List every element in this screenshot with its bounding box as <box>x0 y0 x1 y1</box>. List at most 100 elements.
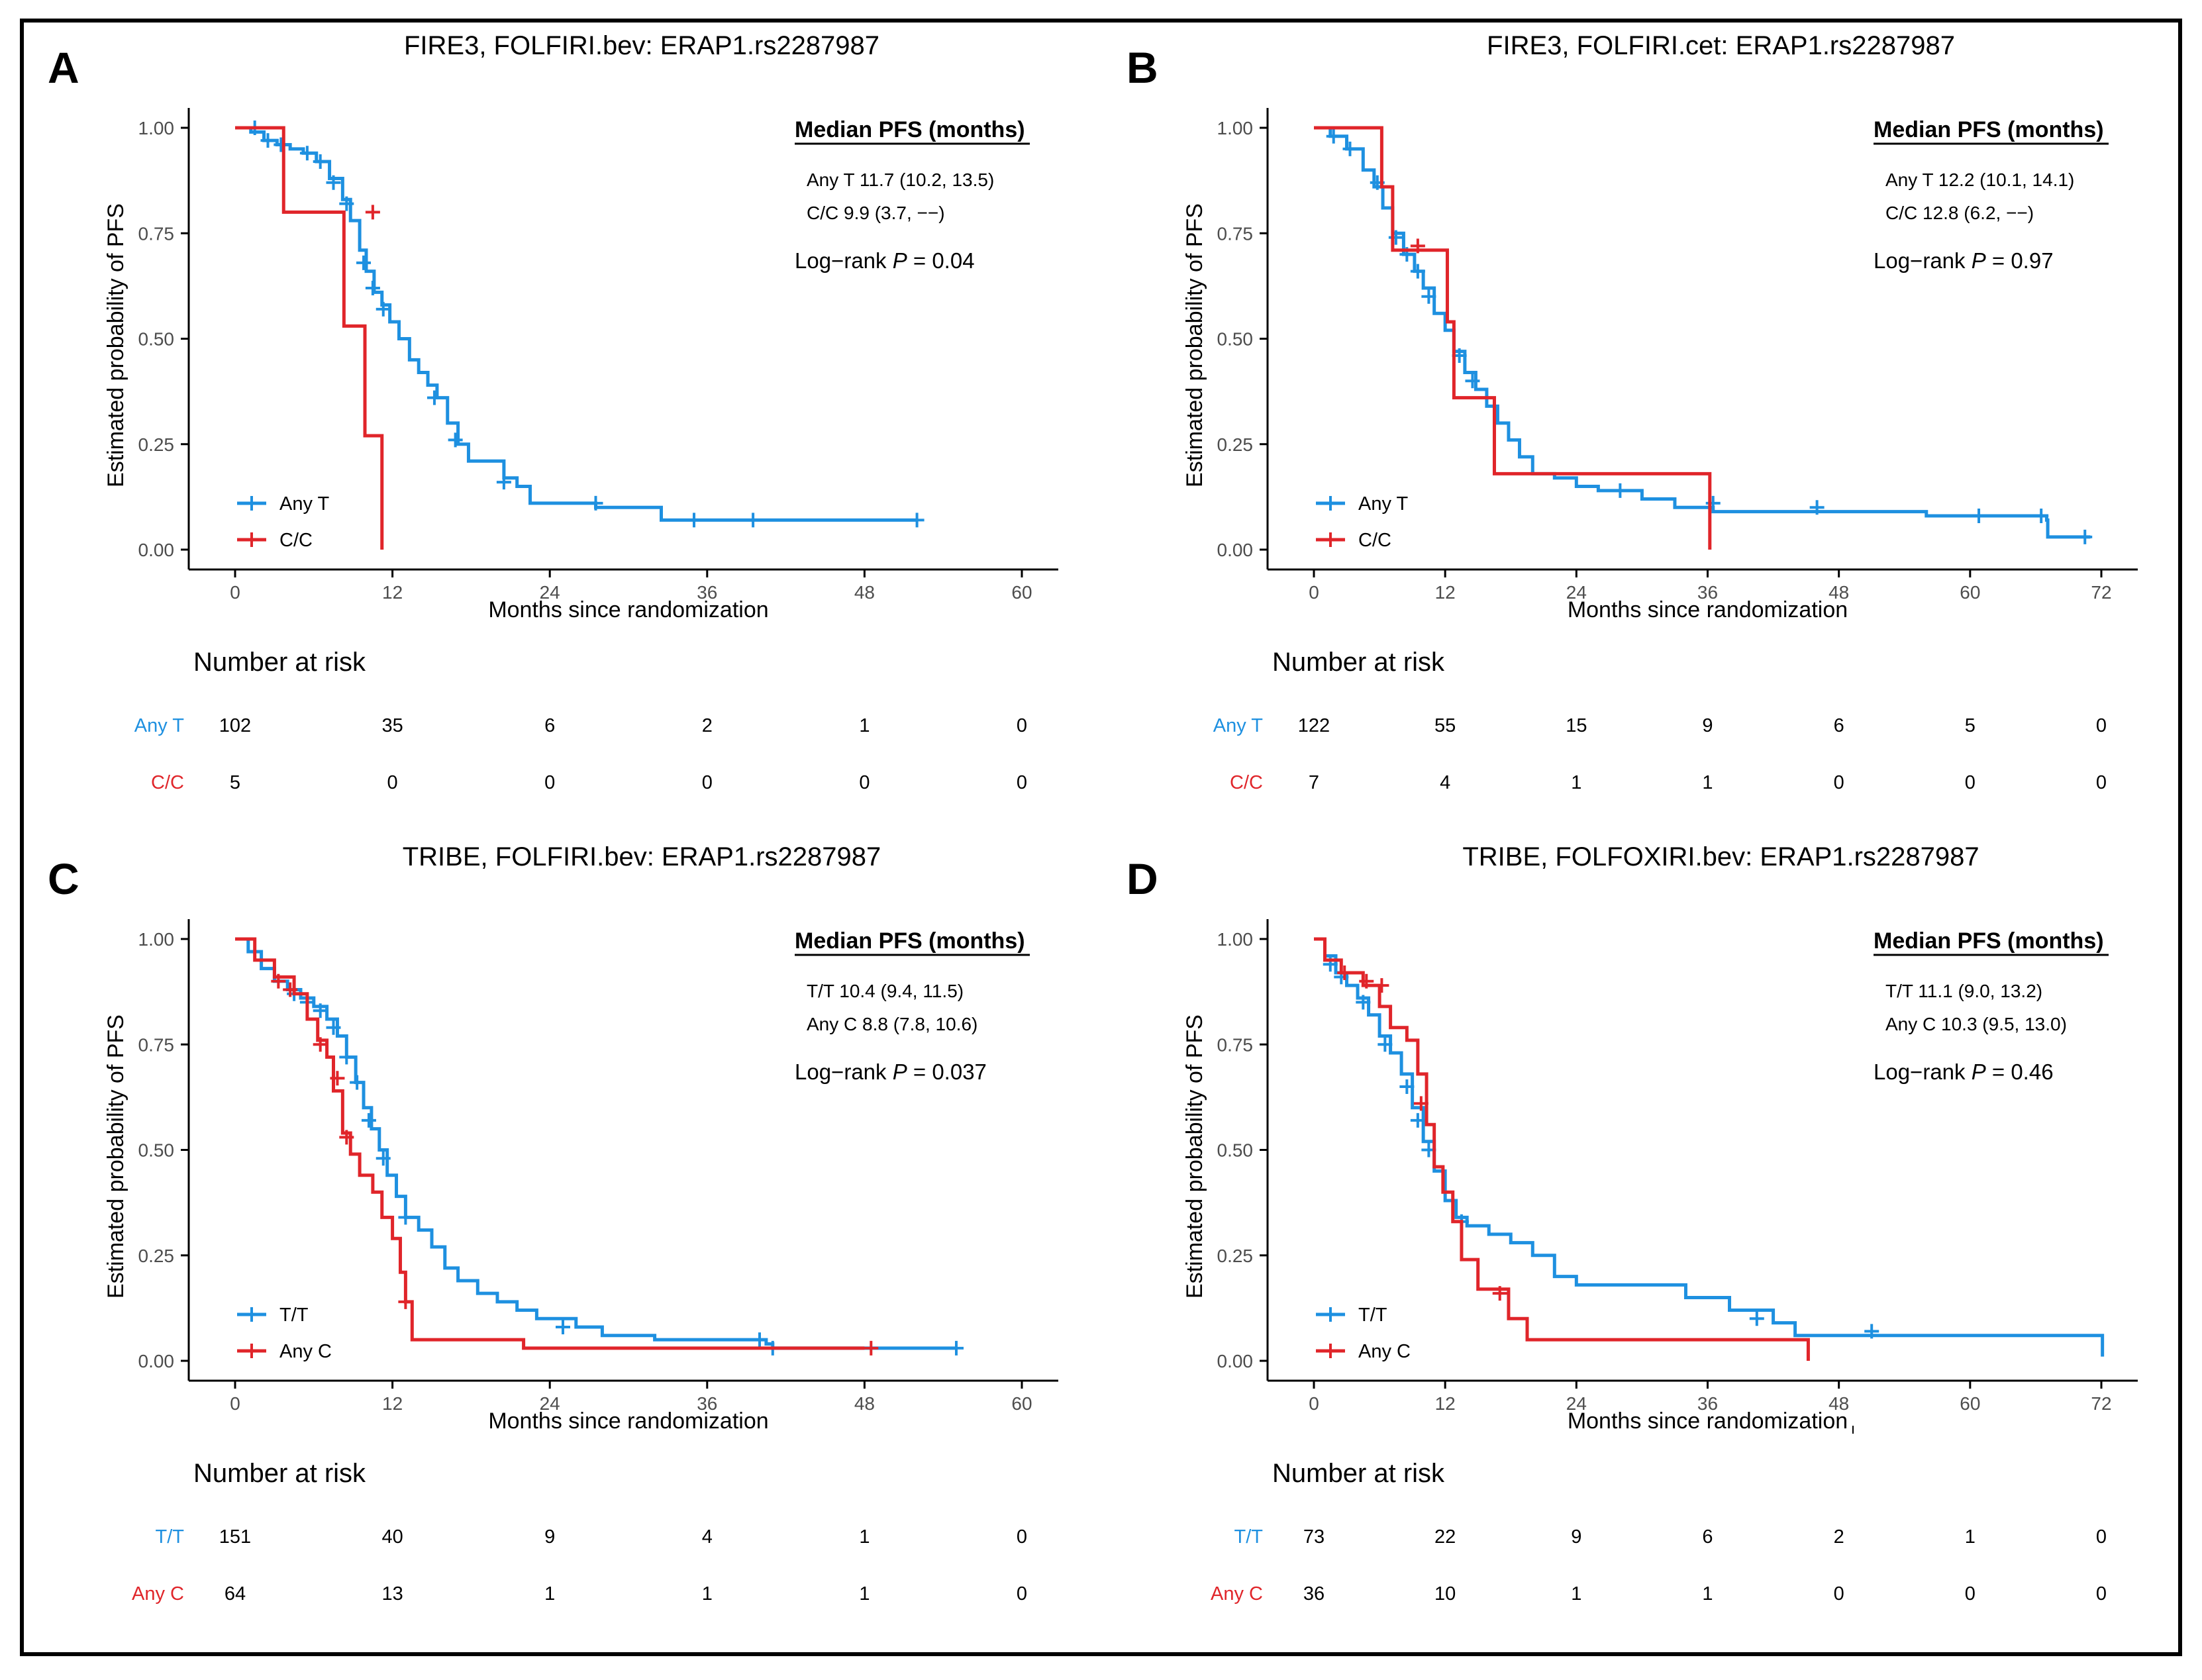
median-line: C/C 9.9 (3.7, −−) <box>807 203 945 223</box>
legend-label: Any T <box>1358 493 1409 515</box>
censor-mark <box>1326 128 1341 144</box>
x-tick-label: 0 <box>1309 582 1319 603</box>
x-tick-label: 36 <box>1697 582 1718 603</box>
x-tick-label: 60 <box>1011 1393 1032 1414</box>
x-axis-label: Months since randomization <box>488 1408 768 1434</box>
censor-mark <box>1377 1037 1393 1052</box>
risk-row-label: Any C <box>1211 1583 1263 1605</box>
x-tick-label: 48 <box>854 582 875 603</box>
km-step-curve <box>235 126 384 550</box>
risk-value: 0 <box>1965 1583 1976 1605</box>
legend-label: Any C <box>279 1341 332 1362</box>
figure-frame <box>20 19 2182 1656</box>
median-title: Median PFS (months) <box>795 928 1025 954</box>
x-tick-label: 36 <box>697 582 717 603</box>
median-title: Median PFS (months) <box>795 117 1025 142</box>
y-tick-label: 0.00 <box>138 1351 175 1371</box>
legend-label: T/T <box>1358 1305 1387 1326</box>
risk-value: 0 <box>1017 1526 1027 1548</box>
risk-value: 10 <box>1434 1583 1456 1605</box>
y-tick-label: 1.00 <box>1217 929 1254 950</box>
panel-letter: D <box>1126 854 1158 903</box>
censor-mark <box>326 175 341 190</box>
km-step-curve <box>1314 937 1810 1361</box>
censor-mark <box>1356 995 1371 1010</box>
censor-mark <box>356 255 372 270</box>
risk-value: 1 <box>1571 772 1581 793</box>
legend-label: C/C <box>279 530 313 551</box>
censor-mark <box>330 1071 345 1086</box>
chart-title: TRIBE, FOLFIRI.bev: ERAP1.rs2287987 <box>403 842 881 871</box>
y-tick-label: 0.00 <box>1217 540 1254 560</box>
km-step-curve <box>1314 126 1712 550</box>
x-tick-label: 60 <box>1011 582 1032 603</box>
series-any-c <box>1314 937 1810 1361</box>
risk-table-title: Number at risk <box>1272 1459 1445 1488</box>
y-axis-label: Estimated probability of PFS <box>1182 203 1207 487</box>
y-tick-label: 0.50 <box>138 329 175 350</box>
logrank-result: Log−rank P = 0.97 <box>1874 248 2054 273</box>
risk-row-label: T/T <box>1234 1526 1264 1548</box>
logrank-p-symbol: P <box>893 248 907 273</box>
risk-value: 2 <box>702 715 713 736</box>
x-tick-label: 24 <box>1566 1393 1587 1414</box>
series-any-t <box>1314 126 2093 544</box>
x-tick-label: 60 <box>1960 1393 1980 1414</box>
censor-mark <box>326 1020 341 1035</box>
x-tick-label: 24 <box>1566 582 1587 603</box>
risk-value: 1 <box>1702 772 1713 793</box>
censor-mark <box>556 1320 570 1335</box>
y-axis-label: Estimated probability of PFS <box>103 203 128 487</box>
censor-mark <box>398 1294 413 1309</box>
legend-label: Any T <box>279 493 330 515</box>
censor-mark <box>1972 509 1987 524</box>
risk-table-title: Number at risk <box>193 1459 366 1488</box>
censor-mark <box>375 1151 391 1166</box>
median-line: C/C 12.8 (6.2, −−) <box>1885 203 2034 223</box>
x-tick-label: 24 <box>540 582 560 603</box>
series-t-t <box>235 937 964 1356</box>
risk-value: 122 <box>1298 715 1330 736</box>
risk-value: 0 <box>544 772 555 793</box>
risk-value: 1 <box>859 1526 870 1548</box>
risk-value: 9 <box>1702 715 1713 736</box>
censor-mark <box>2077 529 2093 544</box>
x-tick-label: 0 <box>1309 1393 1319 1414</box>
risk-value: 0 <box>2096 1583 2107 1605</box>
logrank-p-symbol: P <box>1972 248 1986 273</box>
logrank-result: Log−rank P = 0.037 <box>795 1060 987 1084</box>
logrank-prefix: Log−rank <box>1874 248 1972 273</box>
censor-mark <box>909 513 925 528</box>
y-tick-label: 1.00 <box>138 118 175 138</box>
censor-mark <box>313 154 328 169</box>
logrank-prefix: Log−rank <box>795 1060 893 1084</box>
risk-row-label: Any T <box>134 715 185 736</box>
median-line: Any C 8.8 (7.8, 10.6) <box>807 1014 977 1034</box>
risk-value: 0 <box>387 772 398 793</box>
censor-mark <box>1749 1311 1764 1326</box>
y-tick-label: 0.25 <box>1217 434 1254 455</box>
censor-mark <box>375 301 391 317</box>
risk-value: 6 <box>1834 715 1844 736</box>
censor-mark <box>1421 289 1436 304</box>
censor-mark <box>1465 373 1480 389</box>
censor-mark <box>339 1050 354 1065</box>
censor-mark <box>271 973 286 989</box>
chart-title: FIRE3, FOLFIRI.cet: ERAP1.rs2287987 <box>1487 31 1955 60</box>
logrank-prefix: Log−rank <box>1874 1060 1972 1084</box>
y-tick-label: 0.50 <box>138 1140 175 1161</box>
censor-mark <box>1399 1079 1415 1094</box>
y-axis-label: Estimated probability of PFS <box>103 1014 128 1299</box>
km-step-curve <box>1314 937 2105 1357</box>
panel-a: A FIRE3, FOLFIRI.bev: ERAP1.rs2287987 0.00… <box>48 31 1058 793</box>
x-tick-label: 48 <box>854 1393 875 1414</box>
x-axis-label: Months since randomization <box>1568 597 1848 622</box>
risk-value: 0 <box>859 772 870 793</box>
risk-value: 73 <box>1303 1526 1325 1548</box>
y-tick-label: 0.00 <box>1217 1351 1254 1371</box>
risk-value: 36 <box>1303 1583 1325 1605</box>
censor-mark <box>949 1340 964 1356</box>
y-tick-label: 0.75 <box>1217 1034 1254 1055</box>
risk-value: 0 <box>1017 715 1027 736</box>
x-tick-label: 12 <box>1435 582 1456 603</box>
